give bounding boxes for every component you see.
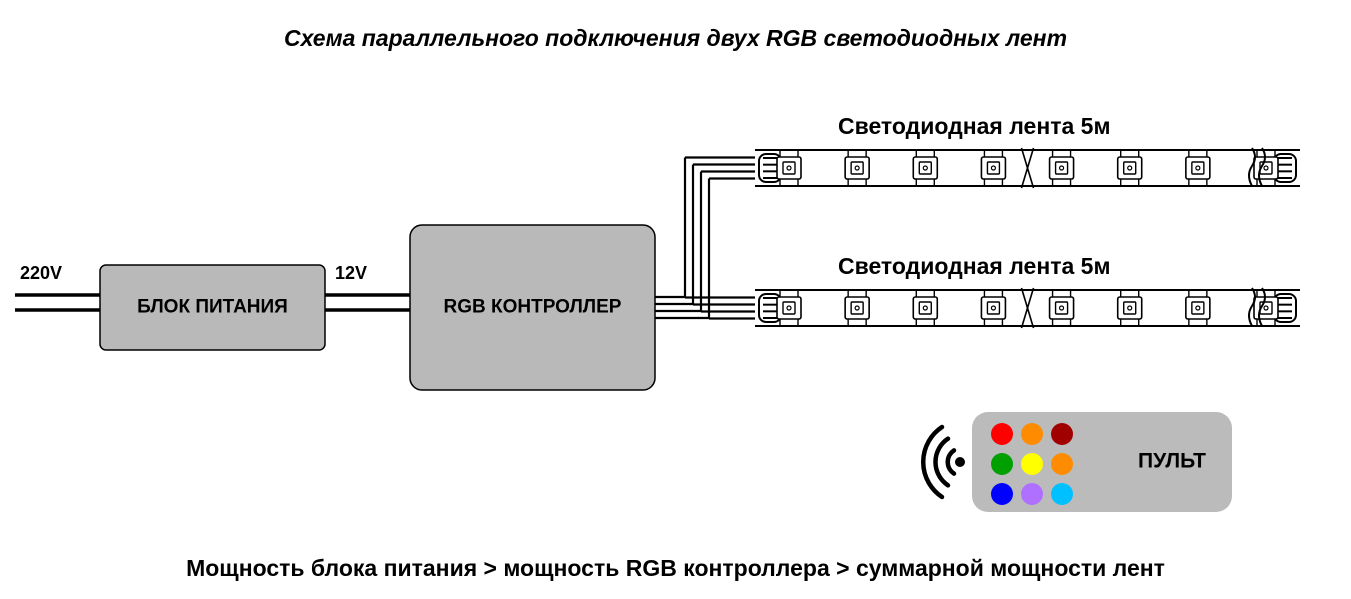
svg-text:RGB КОНТРОЛЛЕР: RGB КОНТРОЛЛЕР [444,297,622,318]
svg-text:ПУЛЬТ: ПУЛЬТ [1138,450,1206,473]
svg-text:БЛОК ПИТАНИЯ: БЛОК ПИТАНИЯ [137,297,288,318]
wiring-diagram: БЛОК ПИТАНИЯ RGB КОНТРОЛЛЕР ПУЛЬТ [0,0,1351,599]
